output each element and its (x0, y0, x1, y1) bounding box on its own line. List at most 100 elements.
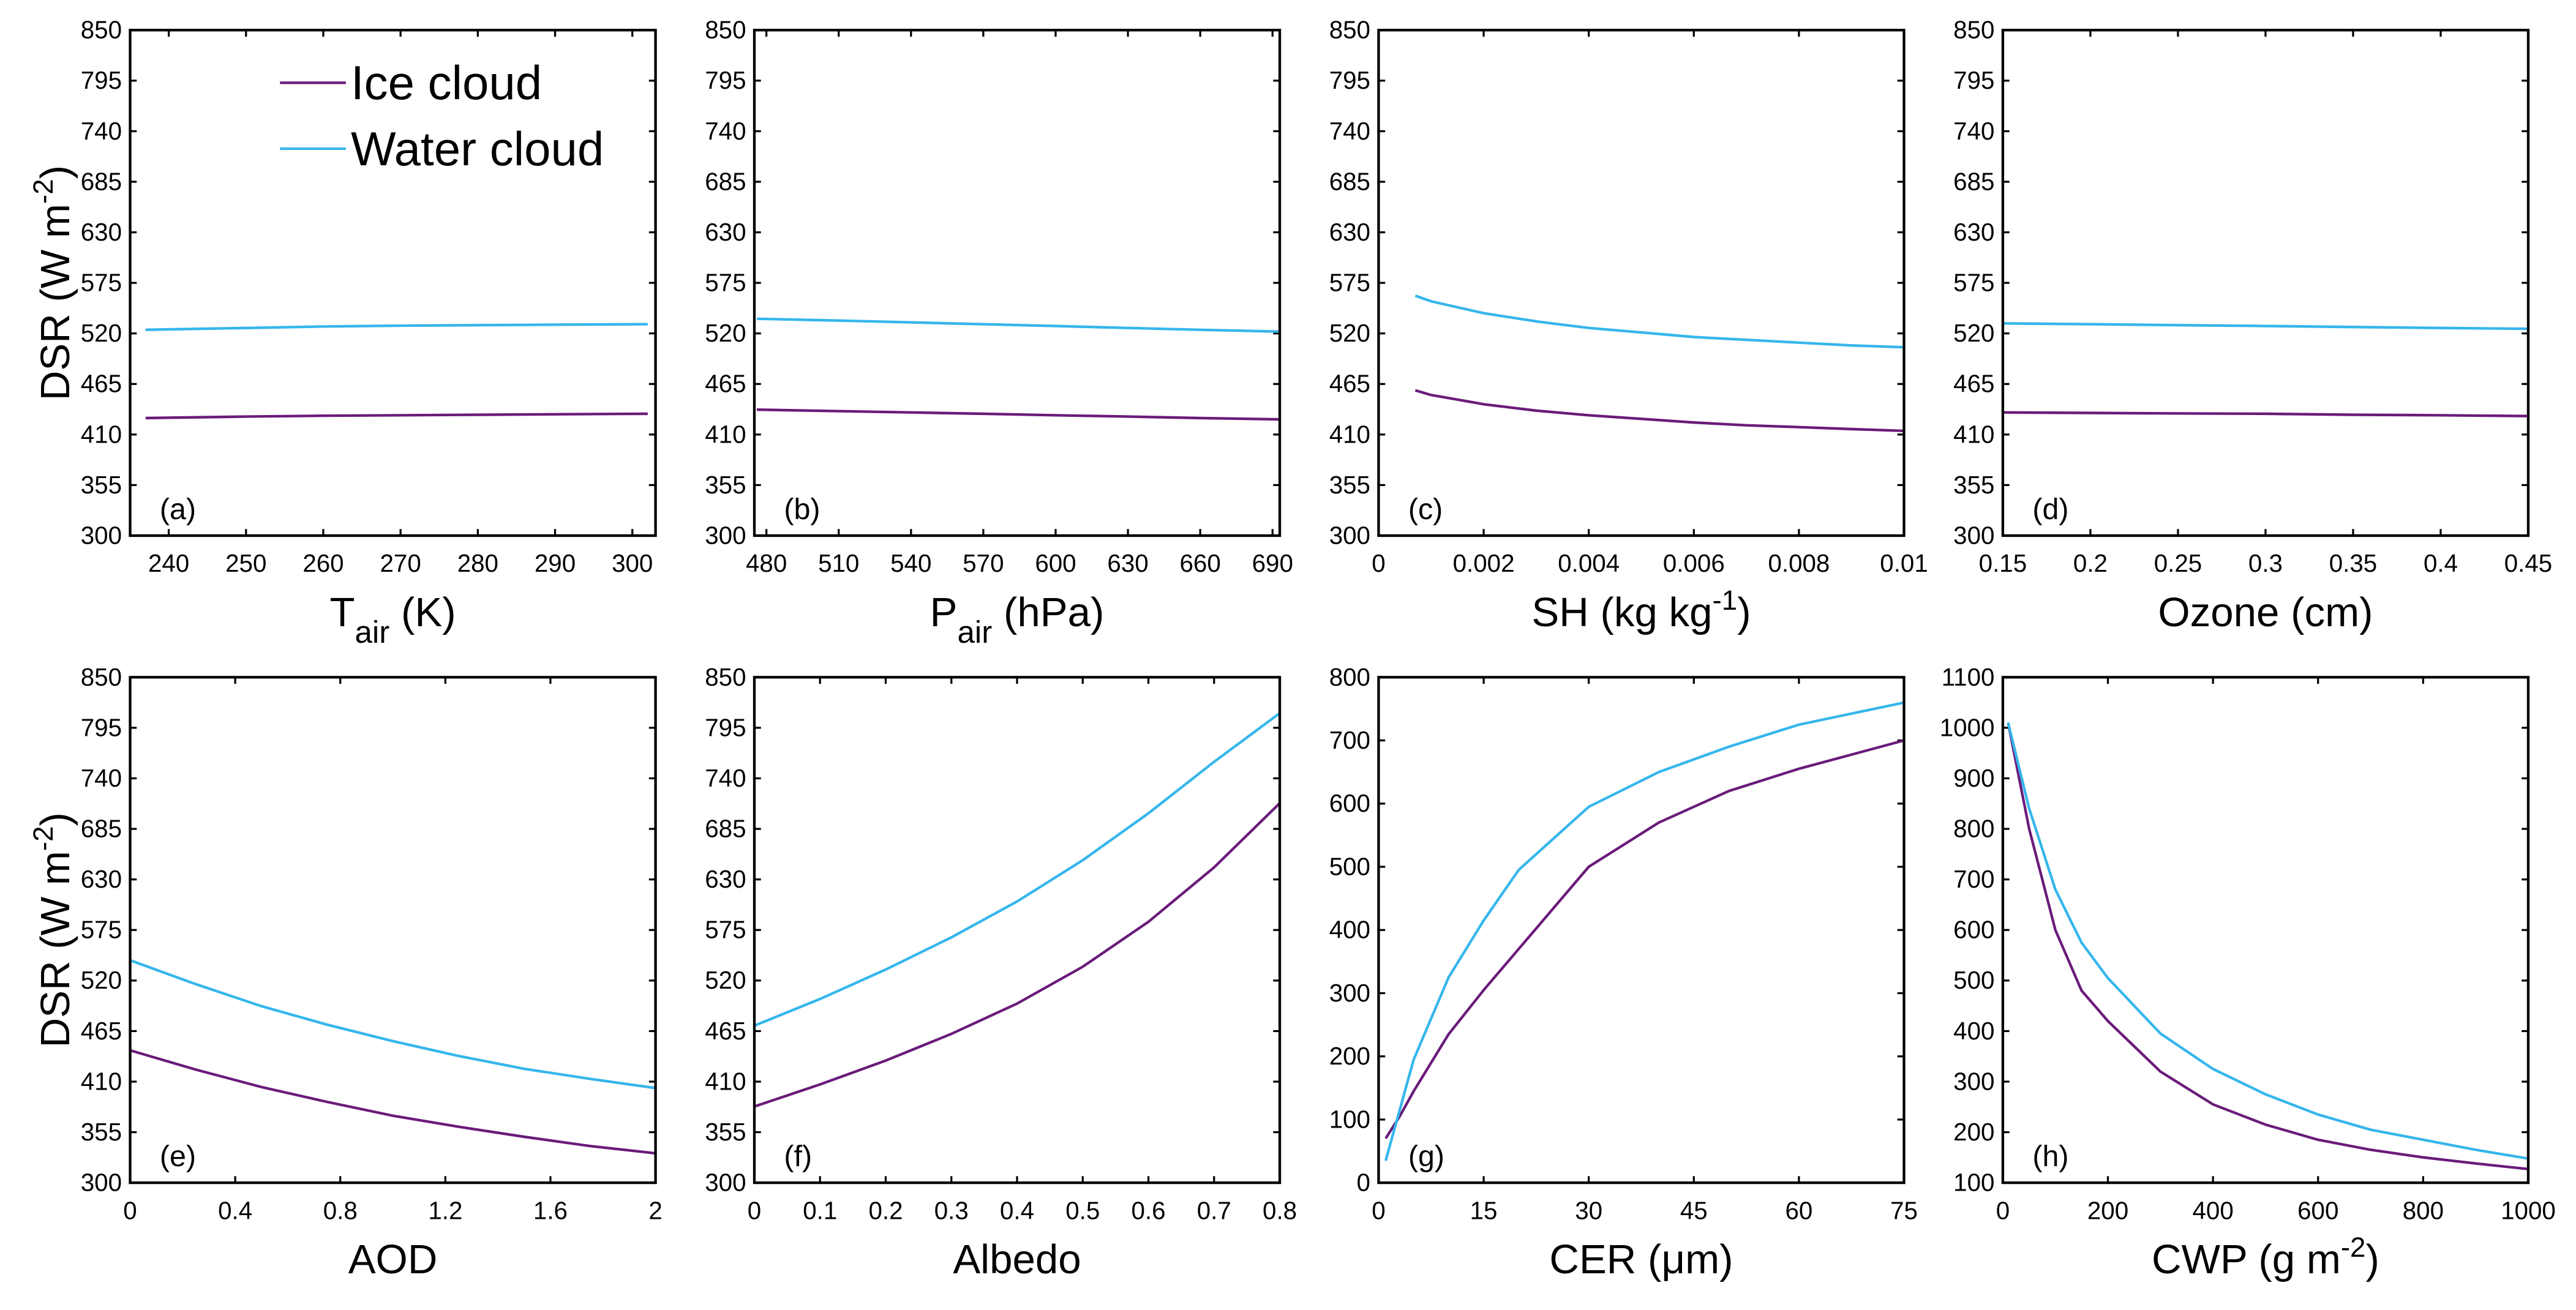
y-tick-label: 740 (1953, 117, 1994, 145)
x-tick-label: 1.6 (533, 1196, 568, 1224)
y-tick-label: 300 (1329, 979, 1370, 1007)
legend-water-label: Water cloud (351, 122, 604, 176)
y-tick-label: 355 (1329, 471, 1370, 499)
y-tick-label: 800 (1953, 815, 1994, 843)
y-tick-label: 700 (1329, 726, 1370, 754)
y-tick-label: 400 (1329, 916, 1370, 944)
water-cloud-line (145, 323, 648, 331)
ice-cloud-line (2007, 722, 2529, 1170)
y-tick-label: 300 (1329, 521, 1370, 549)
x-tick-label: 0.25 (2154, 549, 2202, 577)
y-tick-label: 630 (81, 218, 122, 246)
x-tick-label: 30 (1575, 1196, 1602, 1224)
y-tick-label: 520 (81, 319, 122, 347)
panel-h: 100 200 300 400 500 600 700 800 900 1000 1100 0 200 4… (1940, 663, 2556, 1282)
x-tick-label: 280 (457, 549, 498, 577)
y-tick-label: 795 (705, 713, 746, 741)
x-tick-label: 250 (225, 549, 266, 577)
x-tick-label: 800 (2403, 1196, 2444, 1224)
y-tick-label: 100 (1953, 1169, 1994, 1197)
y-tick-label: 850 (705, 663, 746, 691)
plot-frame (1377, 676, 1906, 1185)
x-tick-label: 0.3 (2248, 549, 2283, 577)
y-tick-label: 410 (705, 420, 746, 448)
y-tick-label: 575 (1329, 269, 1370, 297)
y-tick-label: 100 (1329, 1105, 1370, 1133)
y-tick-label: 685 (81, 815, 122, 843)
y-tick-label: 300 (81, 1169, 122, 1197)
y-axis-label: DSR (W m-2) (28, 812, 78, 1047)
y-tick-label: 850 (1953, 16, 1994, 44)
panel-label: (b) (784, 493, 820, 526)
x-tick-label: 480 (746, 549, 787, 577)
x-tick-label: 0 (1996, 1196, 2010, 1224)
x-tick-label: 0 (748, 1196, 761, 1224)
plot-frame (129, 676, 657, 1185)
y-tick-label: 300 (705, 1169, 746, 1197)
panel-a: 300 355 410 465 520 575 630 685 740 795 850 240 250 2… (28, 16, 657, 649)
x-tick-label: 510 (818, 549, 859, 577)
x-tick-label: 0.4 (2424, 549, 2458, 577)
x-tick-label: 0.002 (1453, 549, 1515, 577)
y-tick-label: 500 (1953, 966, 1994, 994)
plot-frame (1377, 29, 1906, 537)
plot-frame (2001, 676, 2530, 1185)
water-cloud-line (2007, 722, 2529, 1160)
y-tick-label: 520 (1329, 319, 1370, 347)
y-tick-label: 850 (81, 663, 122, 691)
y-tick-label: 465 (705, 1017, 746, 1045)
y-tick-label: 465 (1953, 370, 1994, 398)
ice-cloud-line (754, 802, 1281, 1108)
y-tick-label: 300 (1953, 1067, 1994, 1095)
y-tick-label: 630 (705, 865, 746, 893)
x-tick-label: 0.15 (1979, 549, 2027, 577)
y-tick-label: 685 (1329, 167, 1370, 195)
ice-cloud-line (145, 412, 648, 420)
y-tick-label: 465 (705, 370, 746, 398)
y-tick-label: 410 (81, 1067, 122, 1095)
y-tick-label: 685 (1953, 167, 1994, 195)
y-tick-label: 465 (81, 370, 122, 398)
water-cloud-line (754, 712, 1281, 1027)
x-axis-label: AOD (348, 1237, 438, 1282)
x-tick-label: 0.01 (1880, 549, 1928, 577)
y-tick-label: 795 (1953, 66, 1994, 94)
y-tick-label: 795 (81, 713, 122, 741)
x-tick-label: 0.4 (218, 1196, 252, 1224)
panel-c: 300 355 410 465 520 575 630 685 740 795 850 0 0.002 0… (1329, 16, 1928, 635)
y-tick-label: 630 (705, 218, 746, 246)
ice-cloud-line (756, 408, 1280, 421)
x-tick-label: 270 (380, 549, 421, 577)
x-tick-label: 200 (2087, 1196, 2128, 1224)
water-cloud-line (1384, 701, 1904, 1161)
y-tick-label: 740 (81, 764, 122, 792)
plot-frame (2001, 29, 2530, 537)
y-tick-label: 520 (705, 319, 746, 347)
y-tick-label: 630 (1953, 218, 1994, 246)
x-axis-label: SH (kg kg-1) (1531, 585, 1751, 635)
plot-frame (753, 676, 1282, 1185)
x-axis-label: Pair (hPa) (930, 590, 1105, 649)
y-tick-label: 850 (705, 16, 746, 44)
y-axis-label: DSR (W m-2) (28, 165, 78, 400)
ice-cloud-line (129, 1049, 656, 1155)
y-tick-label: 200 (1329, 1042, 1370, 1070)
y-tick-label: 465 (81, 1017, 122, 1045)
panel-b: 300 355 410 465 520 575 630 685 740 795 850 480 510 5… (705, 16, 1293, 649)
x-tick-label: 290 (535, 549, 576, 577)
x-tick-label: 60 (1785, 1196, 1812, 1224)
panel-label: (h) (2032, 1140, 2068, 1173)
y-tick-label: 575 (81, 916, 122, 944)
legend-ice-label: Ice cloud (351, 56, 542, 110)
panel-label: (c) (1408, 493, 1443, 526)
y-tick-label: 850 (1329, 16, 1370, 44)
y-tick-label: 850 (81, 16, 122, 44)
x-axis-label: Tair (K) (329, 590, 456, 649)
plot-frame (129, 29, 657, 537)
x-tick-label: 0.3 (934, 1196, 969, 1224)
x-axis-label: Ozone (cm) (2158, 590, 2373, 635)
x-tick-label: 2 (648, 1196, 662, 1224)
x-tick-label: 0 (1372, 549, 1385, 577)
y-tick-label: 410 (705, 1067, 746, 1095)
x-tick-label: 15 (1470, 1196, 1498, 1224)
